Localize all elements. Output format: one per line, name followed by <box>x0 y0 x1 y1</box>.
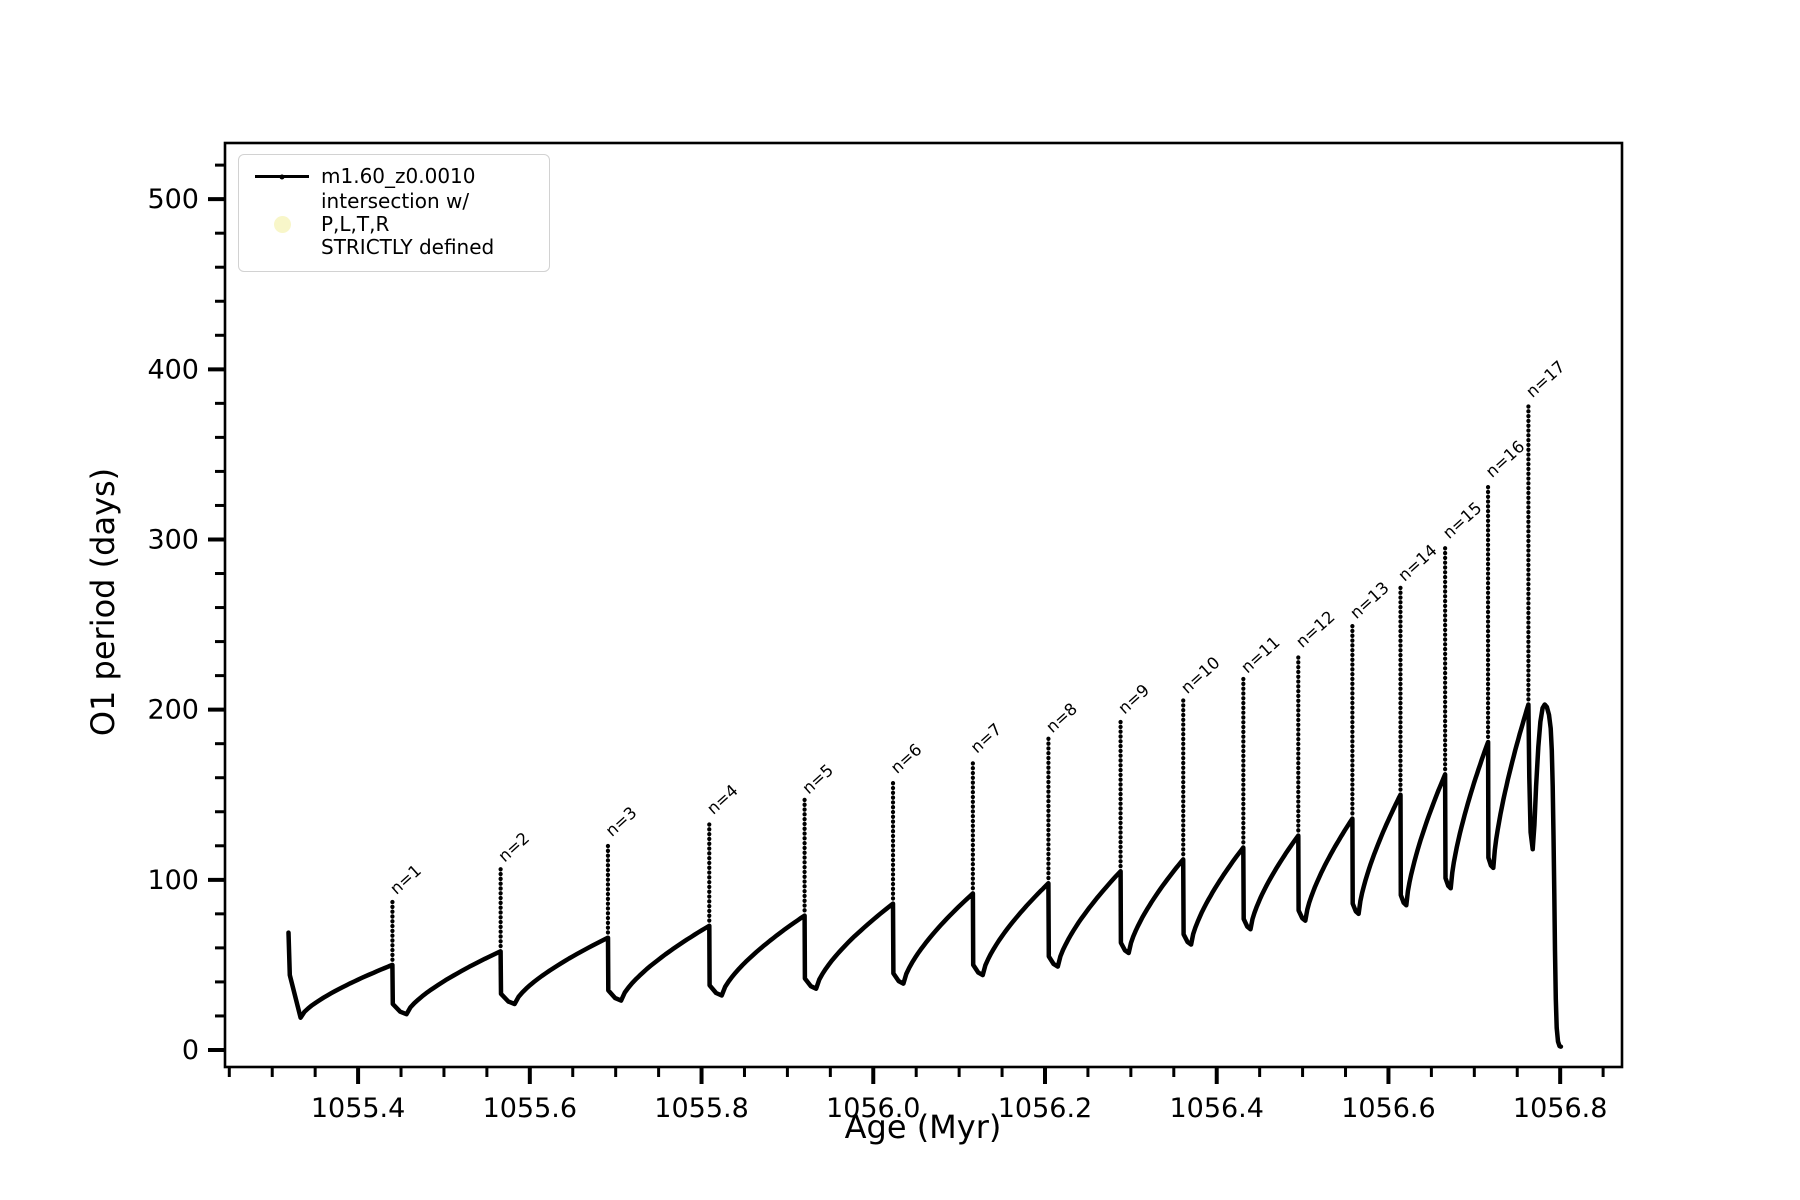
x-tick-label: 1055.8 <box>654 1093 748 1124</box>
spike-label: n=15 <box>1439 498 1485 542</box>
spike-label: n=8 <box>1042 699 1081 736</box>
x-tick-label: 1056.2 <box>998 1093 1092 1124</box>
y-axis-label: O1 period (days) <box>84 467 122 737</box>
y-tick-label: 400 <box>147 354 199 385</box>
spike-label: n=17 <box>1522 357 1568 401</box>
x-tick-label: 1056.4 <box>1169 1093 1263 1124</box>
legend-entry-intersection: intersection w/ P,L,T,R STRICTLY defined <box>251 190 537 259</box>
spike-label: n=10 <box>1177 653 1223 697</box>
spike-label: n=13 <box>1346 578 1392 622</box>
spike-label: n=5 <box>799 760 838 797</box>
line-with-dot-marker-icon <box>251 174 313 179</box>
spike-label: n=4 <box>703 781 742 818</box>
x-tick-label: 1056.0 <box>826 1093 920 1124</box>
spike-label: n=2 <box>495 828 534 865</box>
spike-label: n=9 <box>1115 680 1154 717</box>
spike-label: n=16 <box>1482 437 1528 481</box>
x-tick-label: 1055.6 <box>483 1093 577 1124</box>
legend-label-series: m1.60_z0.0010 <box>321 164 476 188</box>
y-tick-label: 200 <box>147 695 199 726</box>
axes-frame <box>223 141 1624 1069</box>
spike-label: n=3 <box>602 803 641 840</box>
y-tick-label: 100 <box>147 865 199 896</box>
y-tick-label: 300 <box>147 524 199 555</box>
y-tick-label: 0 <box>182 1035 199 1066</box>
circle-marker-icon <box>251 216 313 233</box>
series-curve <box>286 702 1564 1049</box>
y-tick-label: 500 <box>147 184 199 215</box>
spike-label: n=7 <box>967 720 1006 757</box>
spike-label: n=1 <box>386 861 425 898</box>
legend-label-intersection: intersection w/ P,L,T,R STRICTLY defined <box>321 189 495 259</box>
spike-label: n=11 <box>1237 633 1283 677</box>
x-tick-label: 1056.6 <box>1341 1093 1435 1124</box>
spike-label: n=12 <box>1292 607 1338 651</box>
legend-entry-series: m1.60_z0.0010 <box>251 165 537 188</box>
x-axis-label: Age (Myr) <box>844 1108 1002 1146</box>
spike-label: n=6 <box>887 740 926 777</box>
spike-label: n=14 <box>1394 541 1440 585</box>
legend-box: m1.60_z0.0010 intersection w/ P,L,T,R ST… <box>238 154 550 272</box>
x-tick-label: 1055.4 <box>311 1093 405 1124</box>
x-tick-label: 1056.8 <box>1513 1093 1607 1124</box>
